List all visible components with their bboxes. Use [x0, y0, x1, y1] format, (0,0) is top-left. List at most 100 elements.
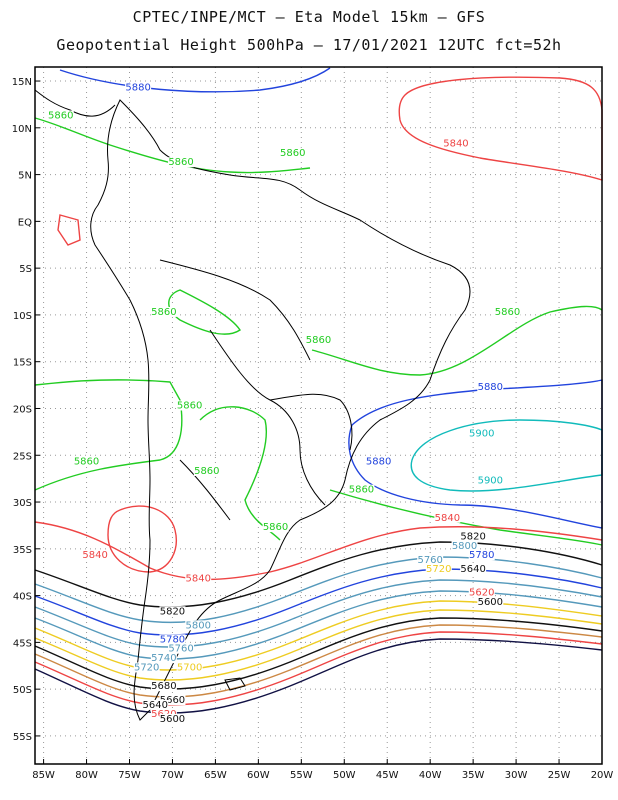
contour-5660: [34, 624, 603, 698]
lat-tick-label: 5S: [19, 264, 32, 275]
lon-tick-label: 75W: [118, 770, 141, 781]
contour-label: 5860: [177, 400, 202, 411]
lon-tick-label: 40W: [419, 770, 442, 781]
coastline: [34, 89, 471, 721]
lat-tick-label: 40S: [13, 592, 32, 603]
contour-label: 5640: [460, 564, 485, 575]
contour-5740: [34, 590, 603, 660]
lon-tick-label: 60W: [247, 770, 270, 781]
contour-label-bg: [185, 620, 212, 631]
contour-label: 5840: [435, 513, 460, 524]
contour-label-bg: [150, 681, 177, 692]
contour-5680: [34, 617, 603, 690]
lat-tick-label: 50S: [13, 685, 32, 696]
contour-label: 5600: [478, 597, 503, 608]
contour-label: 5860: [495, 307, 520, 318]
contour-label: 5660: [160, 695, 185, 706]
contour-label-bg: [305, 334, 332, 345]
contour-label: 5880: [125, 82, 150, 93]
lon-tick-label: 65W: [204, 770, 227, 781]
contour-label-bg: [468, 587, 495, 598]
contour-label-bg: [477, 596, 504, 607]
contour-5860: [34, 379, 183, 491]
contour-label: 5800: [452, 541, 477, 552]
contour-label: 5840: [443, 139, 468, 150]
contour-label-bg: [73, 456, 100, 467]
map-frame: [34, 66, 603, 765]
contour-5840: [34, 521, 603, 581]
contour-5860: [311, 305, 603, 376]
contour-label: 5880: [366, 457, 391, 468]
lon-tick-label: 20W: [591, 770, 614, 781]
contour-label-bg: [82, 550, 109, 561]
contour-label-bg: [425, 564, 452, 575]
contour-label-bg: [279, 147, 306, 158]
contour-5600: [34, 638, 603, 714]
lat-tick-label: 35S: [13, 545, 32, 556]
contour-5860: [168, 289, 241, 335]
contour-label-bg: [494, 306, 521, 317]
title-line-1: CPTEC/INPE/MCT – Eta Model 15km – GFS: [132, 8, 486, 26]
contour-label-bg: [185, 573, 212, 584]
contour-label-bg: [468, 550, 495, 561]
contour-label-bg: [193, 465, 220, 476]
contour-label: 5860: [349, 485, 374, 496]
lat-tick-label: 10S: [13, 311, 32, 322]
lon-tick-label: 50W: [333, 770, 356, 781]
lon-tick-label: 30W: [505, 770, 528, 781]
lat-tick-label: 45S: [13, 638, 32, 649]
contour-label-bg: [451, 540, 478, 551]
contour-label: 5680: [151, 681, 176, 692]
lon-tick-label: 35W: [462, 770, 485, 781]
lon-tick-label: 45W: [376, 770, 399, 781]
contour-5820: [34, 541, 603, 608]
contour-label-bg: [47, 110, 74, 121]
contour-5880: [348, 379, 603, 529]
lon-tick-label: 80W: [75, 770, 98, 781]
contour-label-bg: [434, 512, 461, 523]
contour-label: 5860: [168, 157, 193, 168]
contour-label: 5840: [82, 550, 107, 561]
contour-label-bg: [159, 695, 186, 706]
contour-labels: 5880 5860 5860 5860 5840 5860 5860 5860 5880 5860…: [47, 82, 521, 725]
contour-label: 5860: [194, 466, 219, 477]
contour-label-bg: [442, 138, 469, 149]
contour-label-bg: [417, 554, 444, 565]
contour-label: 5900: [478, 475, 503, 486]
contour-label: 5860: [280, 148, 305, 159]
contour-label: 5900: [469, 429, 494, 440]
contour-label-bg: [150, 306, 177, 317]
contour-label-bg: [365, 456, 392, 467]
contour-label: 5860: [306, 335, 331, 346]
contour-label: 5800: [186, 620, 211, 631]
contour-label: 5840: [186, 574, 211, 585]
contour-5860: [199, 406, 281, 541]
contour-label: 5760: [417, 555, 442, 566]
contour-5840: [398, 76, 603, 181]
contour-lines: [34, 67, 603, 714]
contour-label-bg: [133, 662, 160, 673]
lat-tick-label: 30S: [13, 498, 32, 509]
axis-ticks: 15N 10N 5N EQ 5S 10S 15S 20S 25S 30S 35S 40S 45S 50S 5…: [12, 77, 614, 781]
contour-label: 5780: [469, 550, 494, 561]
contour-label-bg: [460, 564, 487, 575]
contour-5840: [107, 505, 177, 573]
contour-5860: [329, 489, 603, 546]
contour-label: 5600: [160, 714, 185, 725]
contour-5900: [410, 419, 603, 492]
contour-5800: [34, 556, 603, 624]
contour-label: 5640: [143, 700, 168, 711]
contour-label: 5700: [177, 662, 202, 673]
lat-tick-label: 10N: [12, 124, 32, 135]
lat-tick-label: 5N: [18, 171, 32, 182]
lat-tick-label: 25S: [13, 451, 32, 462]
contour-5840: [57, 214, 81, 246]
contour-label-bg: [168, 157, 195, 168]
contour-label-bg: [262, 522, 289, 533]
contour-label: 5740: [151, 653, 176, 664]
title-line-2: Geopotential Height 500hPa – 17/01/2021 …: [56, 36, 562, 54]
contour-label: 5720: [134, 662, 159, 673]
lon-tick-label: 25W: [548, 770, 571, 781]
contour-5700: [34, 609, 603, 681]
